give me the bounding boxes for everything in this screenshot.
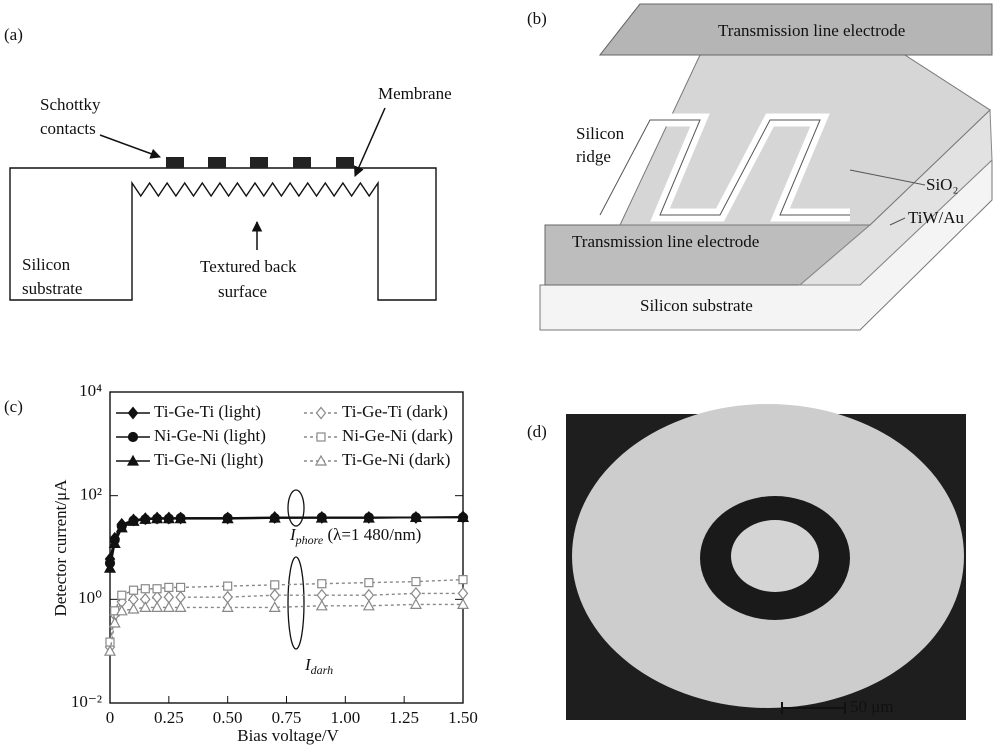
marker <box>153 585 161 593</box>
label: Silicon <box>576 124 625 143</box>
x-tick-label: 1.50 <box>448 708 478 727</box>
marker <box>224 582 232 590</box>
marker <box>411 588 420 599</box>
marker <box>271 581 279 589</box>
marker <box>110 618 120 627</box>
legend-label: Ti-Ge-Ti (dark) <box>342 402 448 421</box>
panel-c: (c) Detector current/μA Bias voltage/V I… <box>4 381 478 745</box>
annotation-text: (λ=1 480/nm) <box>323 525 421 544</box>
series-line <box>110 593 463 647</box>
marker <box>177 583 185 591</box>
marker <box>164 592 173 603</box>
panel-a: (a) Schottky contacts Membrane Silicon s… <box>4 25 452 301</box>
contact <box>336 157 354 168</box>
y-tick-label: 10⁻² <box>71 692 102 711</box>
legend-marker <box>129 408 138 419</box>
marker <box>129 604 139 613</box>
marker <box>459 588 468 599</box>
contact <box>166 157 184 168</box>
panel-label: (a) <box>4 25 23 44</box>
label: TiW/Au <box>908 208 965 227</box>
x-tick-label: 0.75 <box>272 708 302 727</box>
legend-label: Ni-Ge-Ni (light) <box>154 426 266 445</box>
panel-label: (d) <box>527 422 547 441</box>
contact <box>293 157 311 168</box>
legend-marker <box>317 433 325 441</box>
label: Silicon <box>22 255 71 274</box>
x-tick-label: 1.00 <box>330 708 360 727</box>
arrow <box>100 135 160 157</box>
scale-bar-label: 50 μm <box>850 697 894 716</box>
legend-label: Ni-Ge-Ni (dark) <box>342 426 453 445</box>
label: Textured back <box>200 257 297 276</box>
contact <box>208 157 226 168</box>
label: SiO₂ <box>926 175 958 194</box>
series-line <box>110 580 463 642</box>
label: Silicon substrate <box>640 296 753 315</box>
label: substrate <box>22 279 82 298</box>
panel-d: (d) 50 μm <box>527 404 966 720</box>
marker <box>106 638 114 646</box>
page: {"panel_a": {"label": "(a)", "schottky":… <box>0 0 997 752</box>
legend-label: Ti-Ge-Ni (dark) <box>342 450 450 469</box>
marker <box>118 591 126 599</box>
marker <box>364 590 373 601</box>
x-tick-label: 0.50 <box>213 708 243 727</box>
label: Membrane <box>378 84 452 103</box>
label: ridge <box>576 147 611 166</box>
x-tick-label: 0 <box>106 708 115 727</box>
y-tick-label: 10⁴ <box>79 381 102 400</box>
marker <box>317 590 326 601</box>
annotation: Idarh <box>304 655 333 677</box>
y-axis-label: Detector current/μA <box>51 479 70 617</box>
y-tick-label: 10² <box>80 485 102 504</box>
inner-disk <box>731 520 819 592</box>
legend-marker <box>129 433 138 442</box>
label: Transmission line electrode <box>718 21 905 40</box>
marker <box>141 585 149 593</box>
contact <box>250 157 268 168</box>
x-tick-label: 0.25 <box>154 708 184 727</box>
panel-label: (b) <box>527 9 547 28</box>
marker <box>140 602 150 611</box>
panel-b: (b) Transmission line electrode Silicon … <box>527 4 992 330</box>
marker <box>412 578 420 586</box>
annotation-subscript: darh <box>311 663 333 677</box>
marker <box>223 592 232 603</box>
marker <box>270 590 279 601</box>
legend-label: Ti-Ge-Ti (light) <box>154 402 261 421</box>
legend-marker <box>317 408 326 419</box>
label: surface <box>218 282 267 301</box>
label: Transmission line electrode <box>572 232 759 251</box>
panel-label: (c) <box>4 397 23 416</box>
marker <box>318 580 326 588</box>
marker <box>411 599 421 608</box>
marker <box>365 579 373 587</box>
bracket-ellipse <box>288 490 304 526</box>
series-line <box>110 604 463 651</box>
y-tick-label: 10⁰ <box>78 588 102 607</box>
annotation: Iphore (λ=1 480/nm) <box>289 525 421 547</box>
x-tick-label: 1.25 <box>389 708 419 727</box>
arrow <box>355 108 385 176</box>
legend-label: Ti-Ge-Ni (light) <box>154 450 263 469</box>
marker <box>165 583 173 591</box>
figure: (a) Schottky contacts Membrane Silicon s… <box>0 0 997 747</box>
marker <box>364 601 374 610</box>
label: Schottky <box>40 95 101 114</box>
marker <box>459 576 467 584</box>
x-axis-label: Bias voltage/V <box>237 726 339 745</box>
label: contacts <box>40 119 96 138</box>
bracket-ellipse <box>288 557 304 649</box>
marker <box>130 586 138 594</box>
annotation-subscript: phore <box>295 533 324 547</box>
marker <box>176 592 185 603</box>
